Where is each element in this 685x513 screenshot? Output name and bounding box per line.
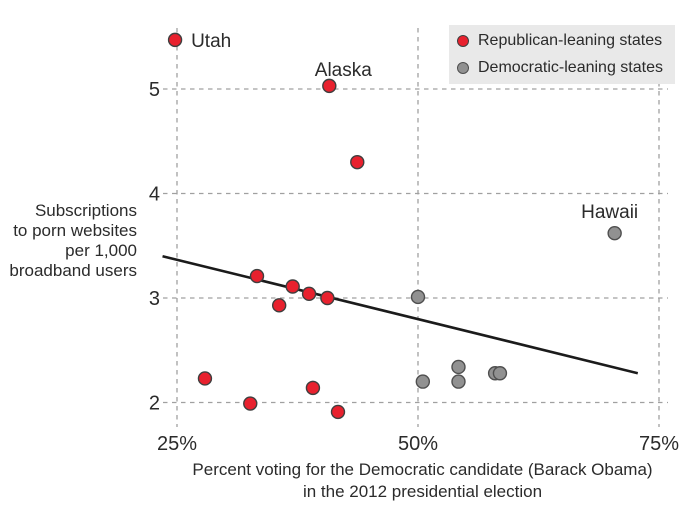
democratic-dot-icon <box>457 62 469 75</box>
y-axis-title: Subscriptions to porn websites per 1,000… <box>0 201 137 281</box>
data-point-republican <box>243 396 258 411</box>
trendline <box>162 254 639 375</box>
x-axis-title: Percent voting for the Democratic candid… <box>160 459 685 503</box>
x-tick-label: 25% <box>157 433 197 455</box>
data-point-republican <box>271 298 287 313</box>
data-point-republican <box>320 290 335 306</box>
data-point-republican <box>301 286 317 302</box>
data-point-democratic <box>607 226 622 241</box>
data-point-republican <box>350 154 365 170</box>
y-tick-label: 5 <box>149 79 160 101</box>
data-point-republican <box>249 268 265 284</box>
x-tick-label: 75% <box>639 433 679 455</box>
state-label: Hawaii <box>581 202 638 223</box>
data-point-republican <box>330 404 346 420</box>
state-label: Alaska <box>315 60 372 81</box>
y-axis-title-line: broadband users <box>9 261 137 280</box>
x-axis-title-line: Percent voting for the Democratic candid… <box>192 460 653 479</box>
y-axis-title-line: to porn websites <box>13 221 137 240</box>
data-point-republican <box>167 32 183 48</box>
data-point-republican <box>322 78 337 94</box>
y-axis-title-line: per 1,000 <box>65 241 137 260</box>
legend: Republican-leaning states Democratic-lea… <box>449 25 675 84</box>
data-point-republican <box>197 371 213 386</box>
data-point-democratic <box>451 359 466 375</box>
x-tick-label: 50% <box>398 433 438 455</box>
data-point-democratic <box>415 374 431 389</box>
legend-label-democratic: Democratic-leaning states <box>478 59 663 77</box>
x-axis-title-line: in the 2012 presidential election <box>302 482 543 501</box>
y-tick-label: 3 <box>149 288 160 310</box>
legend-item-democratic: Democratic-leaning states <box>449 57 675 80</box>
data-point-democratic <box>451 374 466 389</box>
data-point-republican <box>305 380 321 396</box>
data-point-democratic <box>410 289 426 305</box>
legend-label-republican: Republican-leaning states <box>478 31 663 49</box>
data-point-republican <box>285 279 300 294</box>
republican-dot-icon <box>457 34 469 47</box>
state-label: Utah <box>191 31 231 52</box>
data-point-democratic <box>492 366 508 381</box>
y-axis-title-line: Subscriptions <box>34 201 137 220</box>
y-tick-label: 4 <box>149 184 160 206</box>
y-tick-label: 2 <box>149 393 160 415</box>
legend-item-republican: Republican-leaning states <box>449 29 675 52</box>
